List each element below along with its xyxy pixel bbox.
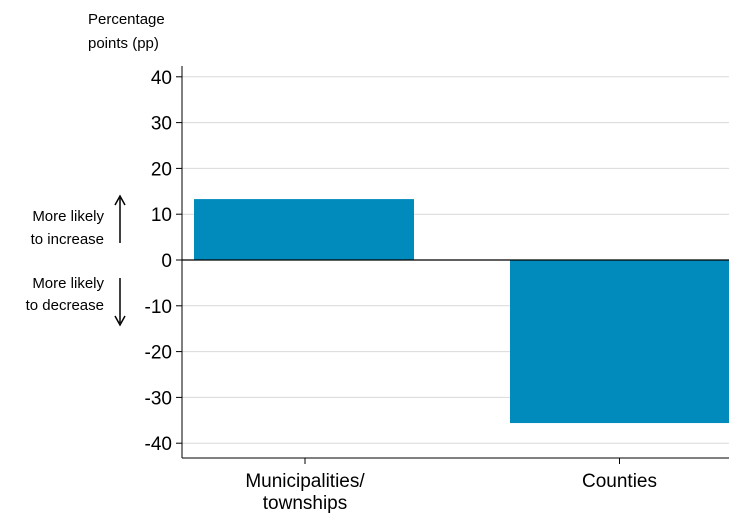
decrease-note-line-2: to decrease <box>26 297 104 314</box>
bar <box>510 260 729 424</box>
y-tick-label: 0 <box>161 251 172 272</box>
increase-note-line-2: to increase <box>31 231 104 248</box>
decrease-note-line-1: More likely <box>32 275 104 292</box>
y-tick-label: -30 <box>145 388 172 409</box>
increase-note-line-1: More likely <box>32 208 104 225</box>
x-category-label: Municipalities/ <box>245 471 365 492</box>
y-tick-label: -10 <box>145 297 172 318</box>
up-arrow-icon <box>114 194 126 243</box>
y-tick-label: -40 <box>145 434 172 455</box>
bars <box>194 199 729 424</box>
x-category-label: townships <box>263 493 348 514</box>
y-tick-label: 20 <box>151 159 172 180</box>
y-tick-label: 10 <box>151 205 172 226</box>
y-tick-label: 30 <box>151 114 172 135</box>
bar <box>194 199 414 260</box>
y-ticks: 40 30 20 10 0 -10 -20 -30 -40 <box>145 68 182 455</box>
y-axis-label-line-1: Percentage <box>88 11 165 28</box>
x-category-label: Counties <box>582 471 657 492</box>
y-tick-label: -20 <box>145 343 172 364</box>
x-category-labels: Municipalities/townships Counties <box>245 458 657 514</box>
down-arrow-icon <box>114 278 126 327</box>
y-axis-label-line-2: points (pp) <box>88 35 159 52</box>
y-tick-label: 40 <box>151 68 172 89</box>
